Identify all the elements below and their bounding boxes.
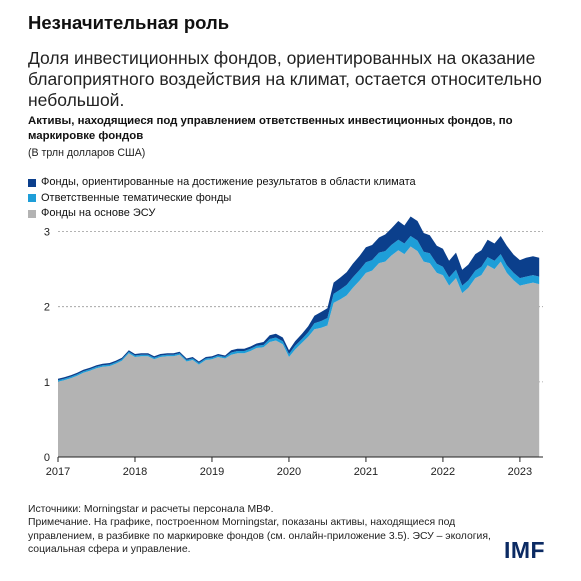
legend-swatch-esg <box>28 209 36 218</box>
area-series-0 <box>58 246 540 457</box>
sources-note: Источники: Morningstar и расчеты персона… <box>28 504 274 515</box>
x-tick-label-2021: 2021 <box>354 466 378 478</box>
stacked-area-chart: 0 1 2 3 2017 2018 2019 2020 2021 2022 2023 <box>44 216 543 478</box>
y-tick-label-0: 0 <box>44 452 50 464</box>
x-tick-label-2019: 2019 <box>200 466 224 478</box>
legend-item-thematic: Ответственные тематические фонды <box>28 191 416 207</box>
methodology-note: Примечание. На графике, построенном Morn… <box>28 517 491 556</box>
x-tick-label-2020: 2020 <box>277 466 301 478</box>
chart-units: (В трлн долларов США) <box>28 147 146 159</box>
x-tick-label-2018: 2018 <box>123 466 147 478</box>
legend-item-esg: Фонды на основе ЭСУ <box>28 206 416 222</box>
legend-label-esg: Фонды на основе ЭСУ <box>41 207 156 219</box>
y-tick-label-2: 2 <box>44 302 50 314</box>
legend-item-climate: Фонды, ориентированные на достижение рез… <box>28 175 416 191</box>
legend-swatch-climate <box>28 178 36 187</box>
y-tick-label-1: 1 <box>44 377 50 389</box>
legend-label-thematic: Ответственные тематические фонды <box>41 191 232 204</box>
x-tick-label-2022: 2022 <box>431 466 455 478</box>
x-tick-label-2023: 2023 <box>508 466 532 478</box>
chart-title: Активы, находящиеся под управлением отве… <box>28 115 513 142</box>
imf-logo: IMF <box>504 537 546 563</box>
subheadline: Доля инвестиционных фондов, ориентирован… <box>28 48 542 110</box>
area-series-2 <box>58 216 540 381</box>
legend-swatch-thematic <box>28 194 36 203</box>
headline: Незначительная роль <box>28 12 230 33</box>
y-tick-label-3: 3 <box>44 227 50 239</box>
x-tick-label-2017: 2017 <box>46 466 70 478</box>
footer: Источники: Morningstar и расчеты персона… <box>28 503 508 557</box>
legend: Фонды, ориентированные на достижение рез… <box>28 175 416 222</box>
legend-label-climate: Фонды, ориентированные на достижение рез… <box>41 176 416 188</box>
